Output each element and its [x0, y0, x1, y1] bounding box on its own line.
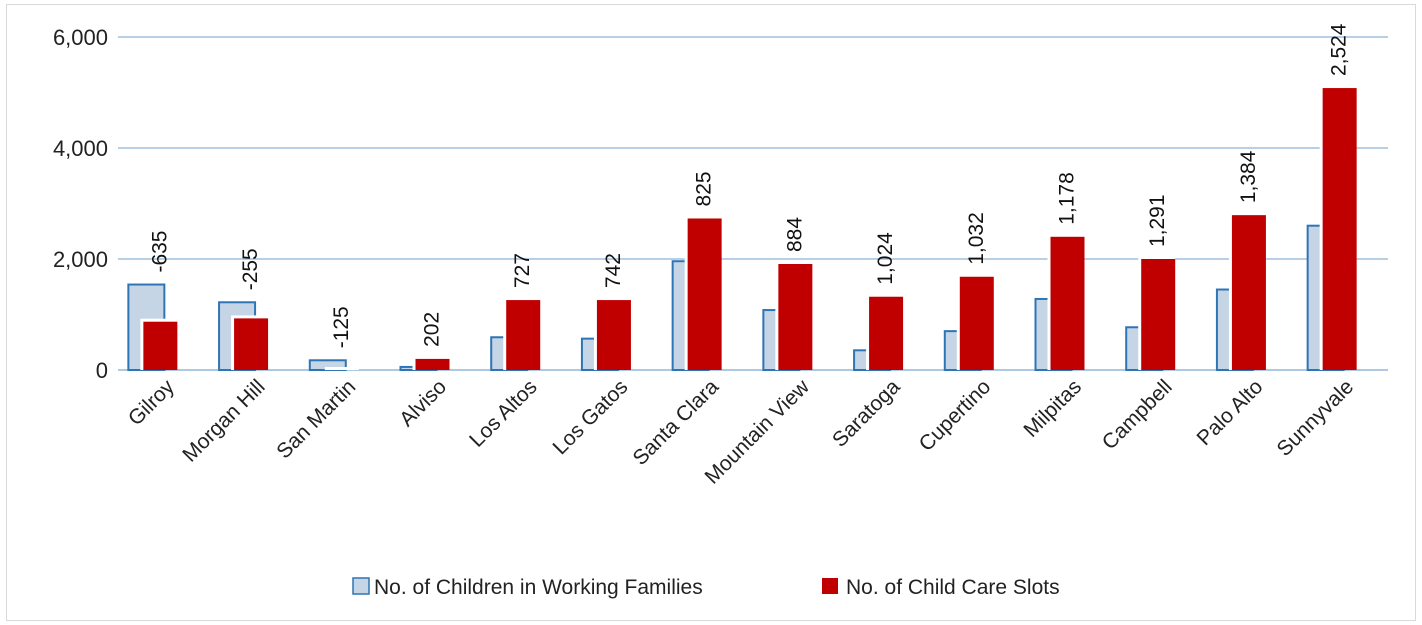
- bar-slots-6: [687, 218, 722, 370]
- data-label-1: -255: [239, 248, 262, 290]
- legend: No. of Children in Working Families No. …: [352, 576, 1060, 599]
- x-tick-label: Palo Alto: [1193, 375, 1268, 450]
- x-axis-categories: Gilroy Morgan Hill San Martin Alviso Los Alt…: [124, 375, 1358, 489]
- y-axis-ticks: 0 2,000 4,000 6,000: [53, 25, 108, 383]
- legend-swatch-children: [352, 577, 370, 595]
- x-tick-label: Morgan Hill: [178, 375, 269, 466]
- bars: [127, 85, 1357, 372]
- bar-slots-1: [234, 318, 269, 370]
- x-tick-label: Los Gatos: [549, 375, 633, 459]
- x-tick-label: San Martin: [272, 375, 360, 463]
- bar-slots-empty-2: [324, 367, 359, 370]
- data-label-6: 825: [693, 171, 716, 206]
- bar-slots-5: [596, 300, 631, 370]
- legend-label-children: No. of Children in Working Families: [374, 576, 703, 599]
- x-tick-label: Los Altos: [465, 375, 542, 452]
- data-label-3: 202: [421, 312, 444, 347]
- data-label-8: 1,024: [874, 232, 897, 285]
- data-label-10: 1,178: [1056, 172, 1079, 225]
- data-label-4: 727: [511, 253, 534, 288]
- bar-slots-10: [1050, 236, 1085, 370]
- x-tick-label: Gilroy: [124, 375, 179, 430]
- bar-slots-8: [869, 296, 904, 370]
- gridlines: [118, 36, 1388, 371]
- data-label-9: 1,032: [965, 212, 988, 265]
- legend-swatch-slots: [822, 578, 838, 594]
- x-tick-label: Milpitas: [1019, 375, 1086, 442]
- bar-slots-9: [959, 276, 994, 370]
- bar-slots-7: [778, 263, 813, 370]
- data-label-11: 1,291: [1146, 194, 1169, 247]
- bar-slots-13: [1322, 88, 1357, 370]
- bar-slots-12: [1231, 215, 1266, 370]
- x-tick-label: Cupertino: [915, 375, 996, 456]
- data-label-5: 742: [602, 253, 625, 288]
- bar-slots-11: [1141, 259, 1176, 370]
- data-label-12: 1,384: [1237, 150, 1260, 203]
- x-tick-label: Alviso: [395, 375, 451, 431]
- legend-label-slots: No. of Child Care Slots: [846, 576, 1060, 599]
- y-tick-label: 0: [96, 358, 108, 383]
- chart-frame: [6, 4, 1416, 621]
- bar-slots-0: [143, 321, 178, 370]
- data-labels: -635 -255 -125 202 727 742 825 884 1,024 1,032 1,1…: [148, 23, 1350, 348]
- bar-slots-3: [415, 358, 450, 370]
- x-tick-label: Campbell: [1098, 375, 1177, 454]
- data-label-7: 884: [783, 217, 806, 252]
- bar-slots-4: [506, 300, 541, 370]
- x-tick-label: Santa Clara: [628, 375, 723, 470]
- y-tick-label: 2,000: [53, 247, 108, 272]
- y-tick-label: 4,000: [53, 136, 108, 161]
- x-tick-label: Sunnyvale: [1273, 375, 1359, 461]
- data-label-2: -125: [330, 306, 353, 348]
- data-label-13: 2,524: [1328, 23, 1351, 76]
- data-label-0: -635: [148, 230, 171, 272]
- x-tick-label: Saratoga: [828, 375, 905, 452]
- y-tick-label: 6,000: [53, 25, 108, 50]
